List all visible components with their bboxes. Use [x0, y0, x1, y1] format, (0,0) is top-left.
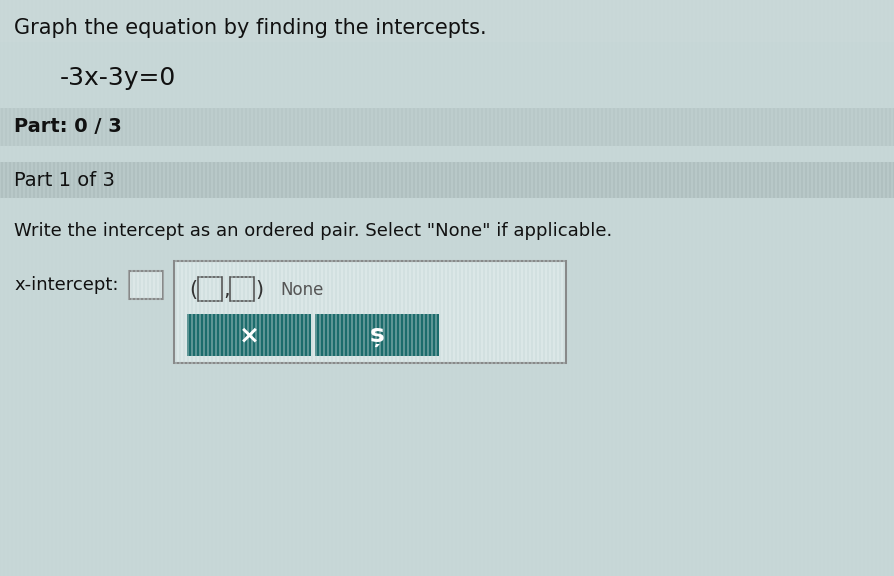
- Text: Part 1 of 3: Part 1 of 3: [14, 170, 114, 190]
- Text: x-intercept:: x-intercept:: [14, 276, 118, 294]
- FancyBboxPatch shape: [0, 0, 894, 42]
- Text: -3x-3y=0: -3x-3y=0: [60, 66, 176, 90]
- Text: (: (: [189, 280, 197, 300]
- Text: ×: ×: [238, 323, 259, 347]
- FancyBboxPatch shape: [187, 314, 310, 356]
- FancyBboxPatch shape: [129, 271, 163, 299]
- Text: None: None: [280, 281, 323, 299]
- Text: ,: ,: [223, 280, 230, 300]
- FancyBboxPatch shape: [315, 314, 439, 356]
- Text: Write the intercept as an ordered pair. Select "None" if applicable.: Write the intercept as an ordered pair. …: [14, 222, 611, 240]
- Text: Graph the equation by finding the intercepts.: Graph the equation by finding the interc…: [14, 18, 486, 38]
- Text: ș: ș: [369, 323, 384, 347]
- FancyBboxPatch shape: [0, 108, 894, 146]
- FancyBboxPatch shape: [0, 162, 894, 198]
- FancyBboxPatch shape: [230, 277, 254, 301]
- Text: Part: 0 / 3: Part: 0 / 3: [14, 118, 122, 137]
- Text: ): ): [255, 280, 263, 300]
- FancyBboxPatch shape: [173, 261, 565, 363]
- FancyBboxPatch shape: [198, 277, 222, 301]
